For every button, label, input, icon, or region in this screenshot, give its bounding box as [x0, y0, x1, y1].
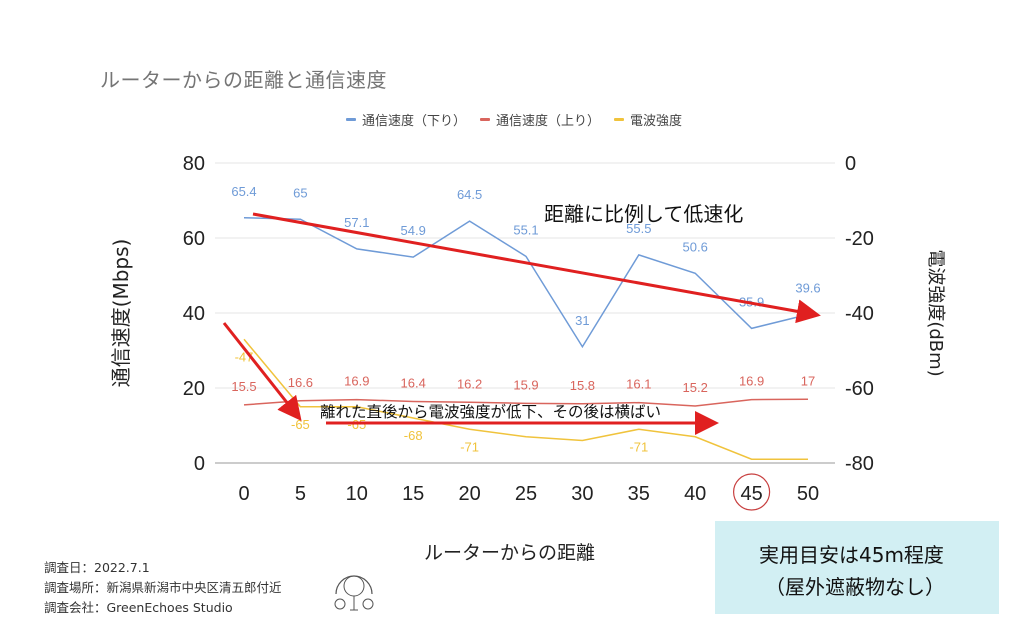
x-tick-label: 20	[458, 483, 480, 505]
info-box-line1: 実用目安は45m程度	[759, 543, 944, 567]
data-label: -65	[291, 417, 310, 432]
legend: 通信速度（下り） 通信速度（上り） 電波強度	[346, 110, 682, 129]
data-label: 16.9	[344, 374, 369, 389]
data-label: 55.1	[513, 222, 538, 237]
y2-tick-label: 0	[845, 153, 856, 175]
info-box: 実用目安は45m程度 （屋外遮蔽物なし）	[715, 521, 999, 614]
y-tick-label: 40	[183, 303, 205, 325]
series-line-0	[243, 217, 809, 349]
signal-drop-arrow	[222, 322, 302, 422]
legend-swatch-download	[346, 118, 356, 121]
data-label: 16.9	[739, 374, 764, 389]
x-tick-label: 45	[740, 483, 762, 505]
x-tick-label: 15	[402, 483, 424, 505]
data-label: 65.4	[231, 184, 256, 199]
data-label: 57.1	[344, 215, 369, 230]
data-label: 15.8	[570, 378, 595, 393]
series-line-1	[243, 398, 809, 407]
legend-swatch-upload	[480, 118, 491, 121]
legend-label: 電波強度	[630, 114, 683, 129]
data-label: 16.6	[288, 375, 313, 390]
legend-item-download: 通信速度（下り）	[346, 110, 466, 129]
data-label: -71	[460, 439, 479, 454]
survey-date: 調査日：2022.7.1	[44, 560, 150, 575]
data-label: 16.1	[626, 377, 651, 392]
y2-axis-title: 電波強度(dBm)	[925, 249, 946, 376]
info-box-line2: （屋外遮蔽物なし）	[765, 575, 945, 599]
x-axis-title: ルーターからの距離	[424, 542, 596, 564]
annotation-signal-drop: 離れた直後から電波強度が低下、その後は横ばい	[320, 403, 662, 421]
legend-item-upload: 通信速度（上り）	[480, 110, 600, 129]
data-label: 39.6	[795, 281, 820, 296]
survey-place: 調査場所：新潟県新潟市中央区清五郎付近	[44, 580, 282, 595]
trend-arrow	[252, 212, 821, 324]
data-label: -68	[404, 428, 423, 443]
y2-tick-label: -60	[845, 378, 874, 400]
y2-tick-label: -40	[845, 303, 874, 325]
x-tick-label: 5	[295, 483, 306, 505]
data-label: 15.2	[683, 380, 708, 395]
x-tick-label: 30	[571, 483, 593, 505]
x-tick-label: 35	[628, 483, 650, 505]
x-tick-label: 40	[684, 483, 706, 505]
y2-tick-label: -80	[845, 453, 874, 475]
highlight-circle	[732, 473, 771, 511]
y2-tick-label: -20	[845, 228, 874, 250]
x-tick-label: 25	[515, 483, 537, 505]
data-label: 65	[293, 185, 307, 200]
y-tick-label: 60	[183, 228, 205, 250]
x-tick-label: 0	[238, 483, 249, 505]
data-label: 17	[801, 373, 815, 388]
annotation-speed-decrease: 距離に比例して低速化	[544, 202, 744, 226]
y-tick-label: 0	[194, 453, 205, 475]
data-label: 31	[575, 313, 589, 328]
series-line-2	[243, 338, 808, 460]
data-label: 16.2	[457, 376, 482, 391]
y-tick-label: 80	[183, 153, 205, 175]
legend-item-signal: 電波強度	[614, 110, 682, 129]
data-label: 54.9	[401, 223, 426, 238]
survey-company: 調査会社：GreenEchoes Studio	[44, 600, 233, 615]
x-tick-label: 10	[346, 483, 368, 505]
y-axis-title: 通信速度(Mbps)	[109, 239, 133, 388]
legend-label: 通信速度（下り）	[362, 114, 467, 129]
chart-title: ルーターからの距離と通信速度	[100, 68, 387, 92]
studio-logo-icon	[334, 575, 374, 611]
data-label: 64.5	[457, 187, 482, 202]
data-label: -71	[629, 439, 648, 454]
survey-info: 調査日：2022.7.1 調査場所：新潟県新潟市中央区清五郎付近 調査会社：Gr…	[44, 558, 282, 618]
data-label: 55.5	[626, 221, 651, 236]
data-label: 15.5	[231, 379, 256, 394]
legend-swatch-signal	[614, 118, 625, 121]
x-tick-label: 50	[797, 483, 819, 505]
legend-label: 通信速度（上り）	[496, 114, 601, 129]
data-label: 16.4	[401, 376, 426, 391]
data-label: 50.6	[683, 239, 708, 254]
data-label: 15.9	[513, 377, 538, 392]
y-tick-label: 20	[183, 378, 205, 400]
